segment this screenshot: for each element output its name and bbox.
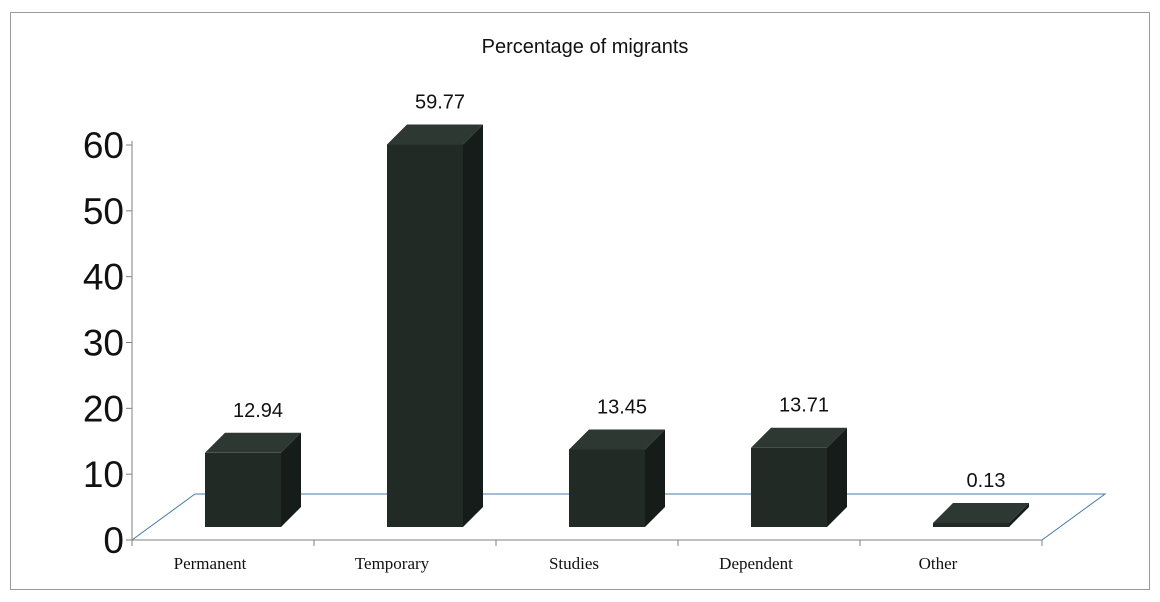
bar-side <box>827 427 847 527</box>
chart-frame <box>10 12 1150 590</box>
bar <box>933 503 1029 527</box>
y-tick-label: 30 <box>83 323 124 364</box>
bar-top <box>751 427 847 448</box>
bar-top <box>387 124 483 145</box>
y-tick-label: 60 <box>83 125 124 166</box>
data-label: 59.77 <box>415 92 465 114</box>
x-tick-label: Studies <box>549 554 599 573</box>
data-label: 12.94 <box>233 400 283 422</box>
bar-top <box>569 429 665 450</box>
bar-front <box>933 523 1009 527</box>
data-label: 13.71 <box>779 395 829 417</box>
bar <box>751 427 847 527</box>
y-tick-label: 10 <box>83 454 124 495</box>
data-labels: 12.94 59.77 13.45 13.71 0.13 <box>233 92 1006 492</box>
x-tick-label: Dependent <box>719 554 793 573</box>
x-tick-labels: Permanent Temporary Studies Dependent Other <box>174 554 958 573</box>
y-tick-label: 0 <box>103 520 124 561</box>
x-tick-label: Permanent <box>174 554 247 573</box>
bar-series <box>205 124 1029 528</box>
bar-side <box>463 124 483 528</box>
bar-front <box>569 449 645 527</box>
y-tick-labels: 0 10 20 30 40 50 60 <box>83 125 124 561</box>
bar-top <box>933 503 1029 523</box>
bar-side <box>1009 503 1029 527</box>
chart-title: Percentage of migrants <box>482 36 689 58</box>
bar-front <box>751 447 827 527</box>
y-tick-label: 20 <box>83 388 124 429</box>
bar <box>205 432 301 527</box>
bar-top <box>205 432 301 453</box>
bar <box>569 429 665 527</box>
x-tick-label: Other <box>919 554 958 573</box>
y-axis <box>126 141 133 541</box>
y-tick-label: 40 <box>83 257 124 298</box>
data-label: 13.45 <box>597 396 647 418</box>
bar-side <box>645 429 665 527</box>
x-tick-label: Temporary <box>355 554 430 573</box>
bar <box>387 124 483 528</box>
y-tick-label: 50 <box>83 191 124 232</box>
bar-side <box>281 432 301 527</box>
bar-front <box>205 452 281 527</box>
bar-front <box>387 144 463 527</box>
x-axis <box>131 539 1043 546</box>
data-label: 0.13 <box>967 470 1006 492</box>
